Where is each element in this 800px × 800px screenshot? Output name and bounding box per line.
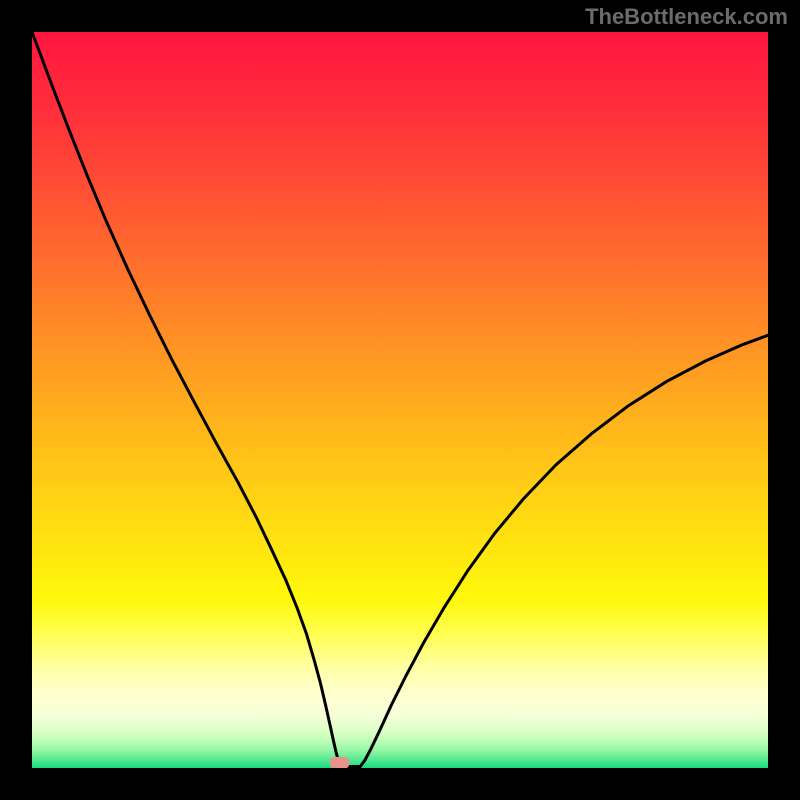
gradient-background (32, 32, 768, 768)
chart-svg (32, 32, 768, 768)
watermark-text: TheBottleneck.com (585, 4, 788, 30)
minimum-marker (330, 757, 350, 768)
plot-area (32, 32, 768, 768)
